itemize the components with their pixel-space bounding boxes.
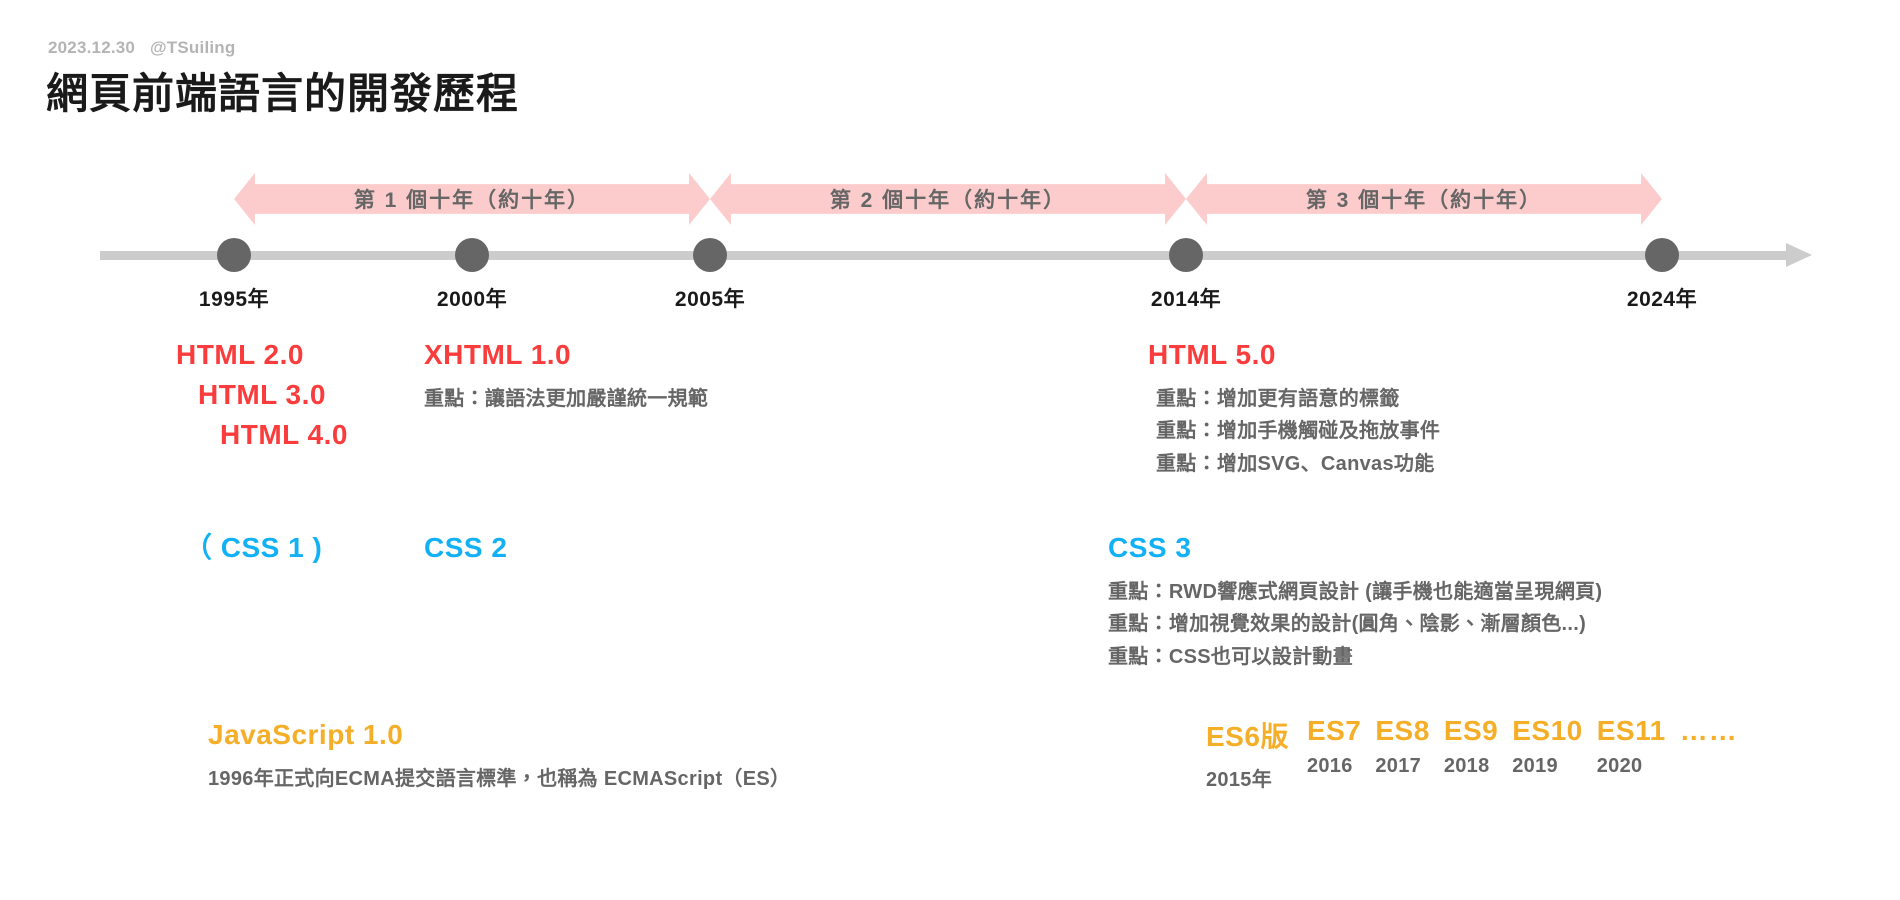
es-versions-block: ES6版 2015年 ES7 2016 ES8 2017 ES9 2018 ES10 2019 ES… xyxy=(1206,715,1738,792)
es-version-name: ES9 xyxy=(1443,715,1499,746)
byline: 2023.12.30 @TSuiling xyxy=(48,38,235,58)
es-version-column: ES9 2018 xyxy=(1444,715,1498,778)
css3-block: CSS 3 重點：RWD響應式網頁設計 (讓手機也能適當呈現網頁) 重點：增加視… xyxy=(1108,528,1602,673)
html5-note-2: 重點：增加手機觸碰及拖放事件 xyxy=(1156,420,1441,443)
html-early-versions: HTML 2.0 HTML 3.0 HTML 4.0 xyxy=(176,335,348,454)
tech-title-html-4: HTML 4.0 xyxy=(220,418,348,450)
timeline-tick-dot xyxy=(1645,238,1679,272)
timeline-arrowhead-icon xyxy=(1786,243,1812,267)
es-versions-row: ES6版 2015年 ES7 2016 ES8 2017 ES9 2018 ES10 2019 ES… xyxy=(1206,715,1738,792)
timeline-tick-label: 2014年 xyxy=(1150,288,1222,311)
es-version-name: ES8 xyxy=(1375,715,1430,746)
decade-band: 第 1 個十年（約十年） 第 2 個十年（約十年） 第 3 個十年（約十年） xyxy=(0,168,1900,230)
timeline-tick-dot xyxy=(693,238,727,272)
decade-arrow-1: 第 1 個十年（約十年） xyxy=(234,168,710,230)
es-version-year: 2015年 xyxy=(1206,769,1272,791)
decade-arrow-3: 第 3 個十年（約十年） xyxy=(1186,168,1662,230)
decade-label: 第 1 個十年（約十年） xyxy=(353,189,591,212)
timeline-tick-label: 1995年 xyxy=(198,288,270,311)
javascript-block: JavaScript 1.0 1996年正式向ECMA提交語言標準，也稱為 EC… xyxy=(208,715,790,795)
tech-title-css-3: CSS 3 xyxy=(1108,532,1192,563)
es-version-name: ES6版 xyxy=(1206,721,1289,752)
es-version-name: ES10 xyxy=(1512,715,1583,746)
es-version-column: ES7 2016 xyxy=(1307,715,1361,778)
timeline-tick-label: 2024年 xyxy=(1626,288,1698,311)
timeline-tick-label: 2005年 xyxy=(674,288,746,311)
tech-title-xhtml: XHTML 1.0 xyxy=(424,339,572,370)
css3-note-1: 重點：RWD響應式網頁設計 (讓手機也能適當呈現網頁) xyxy=(1108,580,1603,603)
es-version-column: ES11 2020 xyxy=(1597,715,1666,778)
html5-note-3: 重點：增加SVG、Canvas功能 xyxy=(1156,452,1435,475)
tech-title-html-5: HTML 5.0 xyxy=(1148,339,1276,370)
css3-note-3: 重點：CSS也可以設計動畫 xyxy=(1108,645,1354,668)
timeline-axis xyxy=(100,251,1790,260)
decade-label: 第 3 個十年（約十年） xyxy=(1305,189,1543,212)
timeline-tick-label: 2000年 xyxy=(436,288,508,311)
page-title: 網頁前端語言的開發歷程 xyxy=(46,70,520,117)
es-version-year: 2017 xyxy=(1375,755,1422,777)
decade-label: 第 2 個十年（約十年） xyxy=(829,189,1067,212)
html5-note-1: 重點：增加更有語意的標籤 xyxy=(1156,387,1400,410)
tech-title-javascript: JavaScript 1.0 xyxy=(208,719,404,750)
javascript-note-1: 1996年正式向ECMA提交語言標準，也稱為 ECMAScript（ES） xyxy=(208,767,791,790)
es-version-column: ES6版 2015年 xyxy=(1206,715,1289,792)
es-version-column: ES8 2017 xyxy=(1375,715,1429,778)
html5-block: HTML 5.0 重點：增加更有語意的標籤 重點：增加手機觸碰及拖放事件 重點：… xyxy=(1148,335,1440,480)
es-version-column: ES10 2019 xyxy=(1512,715,1583,778)
timeline-tick-dot xyxy=(217,238,251,272)
tech-title-css-1: （ CSS 1 ) xyxy=(184,532,323,563)
decade-arrow-2: 第 2 個十年（約十年） xyxy=(710,168,1186,230)
tech-title-css-2: CSS 2 xyxy=(424,532,508,563)
es-version-name: ES11 xyxy=(1596,715,1666,746)
es-version-year: 2018 xyxy=(1443,755,1490,777)
tech-title-html-2: HTML 2.0 xyxy=(176,339,304,370)
tech-title-html-3: HTML 3.0 xyxy=(198,378,326,410)
es-version-name: ES7 xyxy=(1306,715,1362,746)
xhtml-block: XHTML 1.0 重點：讓語法更加嚴謹統一規範 xyxy=(424,335,708,415)
xhtml-note-1: 重點：讓語法更加嚴謹統一規範 xyxy=(424,387,709,410)
css2-block: CSS 2 xyxy=(424,528,507,568)
es-version-year: 2016 xyxy=(1306,755,1353,777)
css3-note-2: 重點：增加視覺效果的設計(圓角、陰影、漸層顏色...) xyxy=(1108,613,1587,636)
es-version-year: 2019 xyxy=(1512,755,1558,777)
timeline-tick-dot xyxy=(1169,238,1203,272)
es-version-year: 2020 xyxy=(1596,755,1643,777)
byline-handle: @TSuiling xyxy=(150,38,236,57)
css1-block: （ CSS 1 ) xyxy=(184,528,322,568)
byline-date: 2023.12.30 xyxy=(48,38,136,57)
timeline-tick-dot xyxy=(455,238,489,272)
es-ellipsis: …… xyxy=(1679,715,1738,746)
